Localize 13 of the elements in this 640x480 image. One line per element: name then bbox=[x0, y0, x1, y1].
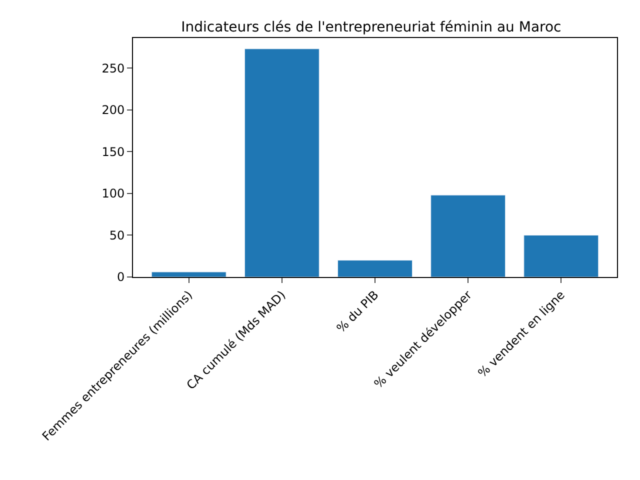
bar bbox=[338, 260, 412, 277]
y-tick-label: 250 bbox=[102, 61, 125, 76]
bar bbox=[151, 272, 226, 277]
y-tick-label: 200 bbox=[102, 103, 125, 118]
bar bbox=[244, 48, 320, 277]
bar bbox=[524, 234, 599, 277]
chart-title: Indicateurs clés de l'entrepreneuriat féminin au Maroc bbox=[181, 19, 562, 36]
bar bbox=[430, 194, 506, 277]
y-tick-label: 150 bbox=[102, 144, 125, 159]
x-tick-label: % du PIB bbox=[334, 288, 382, 336]
y-tick-label: 50 bbox=[109, 228, 125, 242]
y-tick-label: 0 bbox=[116, 270, 125, 284]
y-tick-label: 100 bbox=[102, 186, 125, 201]
